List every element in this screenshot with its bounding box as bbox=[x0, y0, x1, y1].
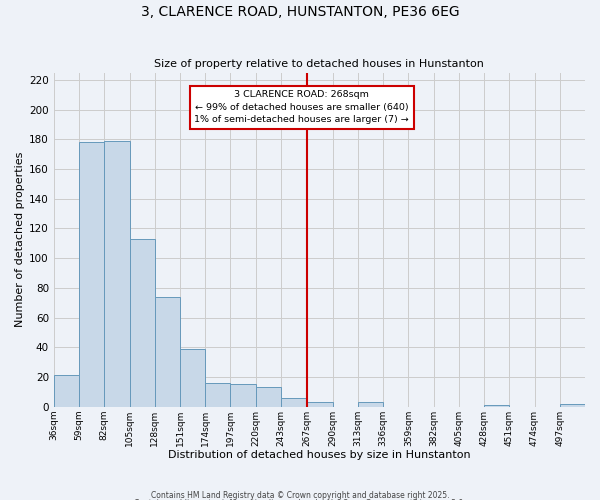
Bar bbox=[484, 405, 509, 406]
Bar bbox=[130, 239, 155, 406]
Bar bbox=[180, 349, 205, 406]
Bar bbox=[230, 384, 256, 406]
Bar bbox=[560, 404, 585, 406]
Bar bbox=[358, 402, 383, 406]
Title: Size of property relative to detached houses in Hunstanton: Size of property relative to detached ho… bbox=[154, 59, 484, 69]
Bar bbox=[79, 142, 104, 406]
Text: Contains HM Land Registry data © Crown copyright and database right 2025.: Contains HM Land Registry data © Crown c… bbox=[151, 490, 449, 500]
Bar bbox=[281, 398, 307, 406]
X-axis label: Distribution of detached houses by size in Hunstanton: Distribution of detached houses by size … bbox=[168, 450, 471, 460]
Bar bbox=[205, 383, 230, 406]
Text: 3 CLARENCE ROAD: 268sqm
← 99% of detached houses are smaller (640)
1% of semi-de: 3 CLARENCE ROAD: 268sqm ← 99% of detache… bbox=[194, 90, 409, 124]
Text: 3, CLARENCE ROAD, HUNSTANTON, PE36 6EG: 3, CLARENCE ROAD, HUNSTANTON, PE36 6EG bbox=[140, 5, 460, 19]
Text: Contains public sector information licensed under the Open Government Licence v3: Contains public sector information licen… bbox=[134, 499, 466, 500]
Bar bbox=[54, 376, 79, 406]
Bar bbox=[307, 402, 332, 406]
Bar bbox=[256, 388, 281, 406]
Bar bbox=[155, 297, 180, 406]
Y-axis label: Number of detached properties: Number of detached properties bbox=[15, 152, 25, 328]
Bar bbox=[104, 141, 130, 406]
